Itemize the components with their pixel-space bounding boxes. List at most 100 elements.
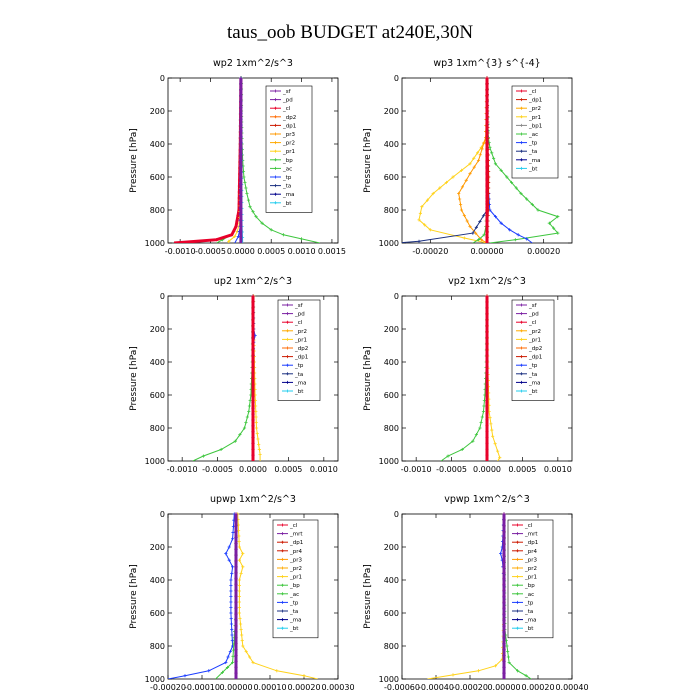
legend-box [507,519,554,639]
y-tick-label: 400 [384,576,399,585]
data-point [207,669,211,673]
legend-label: _pr2 [528,329,541,335]
legend-marker [281,540,284,544]
legend-label: _ma [528,380,540,386]
data-point [234,535,238,540]
x-tick-label: 0.0005 [257,247,285,256]
data-point [239,223,243,227]
x-tick-label: 0.0005 [274,465,302,474]
panel-title: upwp 1xm^2/s^3 [210,494,296,505]
x-tick-label: 0.00040 [555,683,588,692]
data-point [485,229,489,233]
data-point [237,594,241,599]
data-point [485,170,489,174]
legend-marker [281,626,284,630]
legend-marker [286,380,289,384]
data-point [231,530,235,535]
legend-marker [274,89,277,93]
data-point [516,233,520,237]
data-point [238,433,242,437]
data-point [258,452,262,456]
data-point [485,88,489,92]
data-point [239,176,243,180]
data-point [479,238,483,242]
x-tick-label: 0.0000 [239,465,267,474]
legend-marker [281,557,284,561]
data-point [227,558,231,562]
data-point [230,633,234,637]
legend-marker [281,523,284,527]
data-point [225,665,230,670]
legend-marker [520,149,523,153]
legend-marker [274,98,277,102]
data-point [493,215,498,219]
data-point [251,210,255,214]
legend-label: _ta [294,372,303,378]
legend-box [265,85,313,213]
legend-label: _ma [282,192,294,198]
data-point [499,552,503,556]
data-point [234,636,238,640]
y-tick-label: 800 [384,642,399,651]
data-point [239,158,243,163]
data-point [241,565,245,569]
data-point [489,422,493,426]
legend-marker [516,583,519,587]
legend: _cl _dp1 _pr2 _pr1 _bp1 _ac _tp _ta _ma _bt [511,85,559,179]
legend-label: _pr1 [528,115,541,121]
data-point [239,229,243,233]
legend-marker [516,549,519,553]
y-tick-label: 600 [384,609,399,618]
legend-label: _bp1 [528,123,542,129]
data-point [491,434,495,438]
data-point [239,217,243,222]
legend-label: _ma [289,618,301,624]
legend-label: _bp [282,158,293,164]
data-point [251,424,255,428]
data-point [451,175,455,179]
x-tick-label: -0.00040 [418,683,454,692]
legend-marker [286,389,289,393]
data-point [502,653,506,658]
legend-label: _sf [282,89,292,95]
data-point [234,671,238,675]
data-point [428,228,432,232]
data-point [485,211,489,216]
data-point [251,323,255,328]
y-tick-label: 400 [384,140,399,149]
data-point [251,447,255,451]
chart-panel-3: up2 1xm^2/s^3 Pressure [hPa] 0 200 400 600 800… [129,276,339,474]
legend-label: _mrt [524,532,538,538]
data-point [251,317,255,322]
data-point [444,180,448,185]
data-point [229,594,233,599]
data-point [490,428,494,432]
x-tick-label: -0.00060 [384,683,420,692]
data-point [468,162,472,166]
legend-label: _dp1 [528,98,542,104]
data-point [239,206,243,210]
plot-frame [167,77,339,244]
legend-marker [520,312,523,316]
y-tick-label: 0 [394,74,399,83]
data-point [417,218,421,222]
data-point [220,670,224,674]
data-point [502,518,506,522]
legend-marker [274,158,277,162]
legend-marker [516,600,519,604]
panel-title: up2 1xm^2/s^3 [214,276,292,287]
figure-title: taus_oob BUDGET at240E,30N [226,22,474,43]
y-axis-label: Pressure [hPa] [363,564,373,629]
y-tick-label: 800 [384,206,399,215]
legend-label: _bt [294,389,304,395]
legend-label: _cl [294,320,303,326]
data-point [234,594,238,599]
data-point [244,186,248,190]
legend-marker [516,609,519,613]
data-point [485,105,489,110]
data-point [478,426,482,430]
data-point [251,371,255,375]
y-axis-label: Pressure [hPa] [363,128,373,193]
